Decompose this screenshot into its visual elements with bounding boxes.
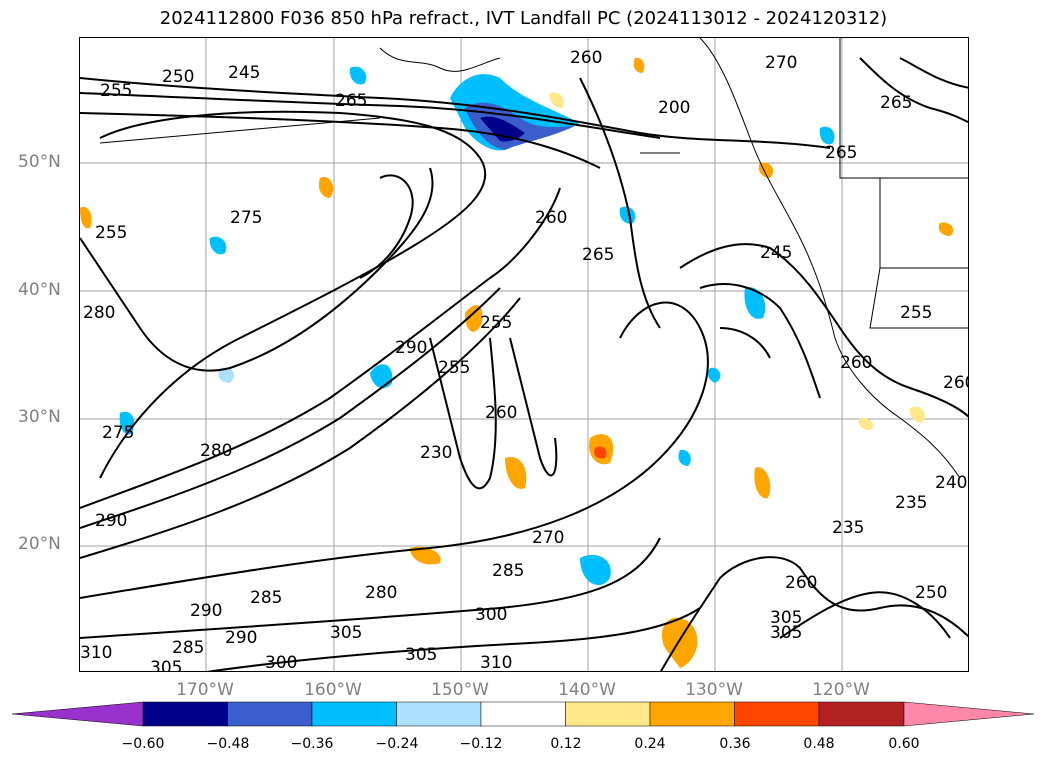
colorbar-tick: −0.12: [459, 736, 503, 752]
map-svg: 255 250 245 265 260 270 265 200 265 275 …: [80, 38, 969, 672]
contour-label-group: 255 250 245 265 260 270 265 200 265 275 …: [80, 48, 969, 672]
contour-label: 290: [95, 511, 127, 531]
lon-label: 120°W: [812, 680, 870, 700]
lat-label: 40°N: [18, 280, 61, 300]
colorbar-segment: [142, 701, 228, 727]
lon-label: 150°W: [431, 680, 489, 700]
contour-label: 255: [480, 313, 512, 333]
contour-label: 255: [438, 358, 470, 378]
contour-label: 235: [895, 493, 927, 513]
contour-label: 310: [80, 643, 112, 663]
contour-label: 255: [900, 303, 932, 323]
contour-label: 260: [943, 373, 969, 393]
contour-label: 300: [475, 605, 507, 625]
contour-label: 270: [765, 53, 797, 73]
contour-label: 260: [785, 573, 817, 593]
colorbar-segment: [480, 701, 566, 727]
contour-label: 200: [658, 98, 690, 118]
contour-label: 260: [485, 403, 517, 423]
contour-label: 260: [535, 208, 567, 228]
lon-label: 170°W: [176, 680, 234, 700]
colorbar-segment: [565, 701, 651, 727]
colorbar-tick: 0.48: [803, 736, 835, 752]
map-panel: 255 250 245 265 260 270 265 200 265 275 …: [79, 37, 969, 672]
lon-label: 130°W: [685, 680, 743, 700]
colorbar-segment: [227, 701, 313, 727]
lon-label: 140°W: [558, 680, 616, 700]
contour-label: 265: [335, 91, 367, 111]
contour-label: 285: [492, 561, 524, 581]
contour-label: 235: [832, 518, 864, 538]
colorbar-tick: 0.24: [634, 736, 666, 752]
contour-label: 260: [570, 48, 602, 68]
colorbar-tick: −0.60: [121, 736, 165, 752]
chart-title: 2024112800 F036 850 hPa refract., IVT La…: [159, 8, 888, 29]
lat-label: 30°N: [18, 407, 61, 427]
colorbar: [11, 701, 1035, 727]
colorbar-tick: −0.48: [206, 736, 250, 752]
contour-label: 255: [100, 81, 132, 101]
contour-label: 290: [395, 338, 427, 358]
contour-label: 290: [190, 601, 222, 621]
contour-label: 255: [95, 223, 127, 243]
contour-label: 280: [83, 303, 115, 323]
contour-label: 275: [102, 423, 134, 443]
contour-label: 305: [405, 645, 437, 665]
colorbar-tick: 0.12: [550, 736, 582, 752]
contour-label: 245: [760, 243, 792, 263]
colorbar-segment: [396, 701, 482, 727]
contour-label: 275: [230, 208, 262, 228]
contour-label: 265: [880, 93, 912, 113]
contour-label: 285: [250, 588, 282, 608]
contour-label: 265: [582, 245, 614, 265]
lon-label: 160°W: [304, 680, 362, 700]
contours: [80, 57, 968, 671]
gridlines: [80, 38, 968, 671]
contour-label: 230: [420, 443, 452, 463]
contour-label: 310: [480, 653, 512, 672]
contour-label: 290: [225, 628, 257, 648]
contour-label: 280: [365, 583, 397, 603]
contour-label: 285: [172, 638, 204, 658]
contour-label: 265: [825, 143, 857, 163]
contour-label: 305: [770, 623, 802, 643]
contour-label: 250: [162, 67, 194, 87]
contour-label: 260: [840, 353, 872, 373]
contour-label: 280: [200, 441, 232, 461]
colorbar-tick: 0.60: [888, 736, 920, 752]
contour-label: 240: [935, 473, 967, 493]
contour-label: 300: [265, 653, 297, 672]
colorbar-tick: 0.36: [719, 736, 751, 752]
lat-label: 50°N: [18, 152, 61, 172]
contour-label: 250: [915, 583, 947, 603]
lat-label: 20°N: [18, 534, 61, 554]
contour-label: 305: [770, 608, 802, 628]
contour-label: 270: [532, 528, 564, 548]
contour-label: 305: [150, 658, 182, 672]
colorbar-tick: −0.24: [375, 736, 419, 752]
colorbar-segment: [311, 701, 397, 727]
colorbar-tick: −0.36: [290, 736, 334, 752]
colorbar-segment: [649, 701, 735, 727]
contour-label: 305: [330, 623, 362, 643]
colorbar-segment: [818, 701, 904, 727]
contour-label: 245: [228, 63, 260, 83]
colorbar-segment: [734, 701, 820, 727]
